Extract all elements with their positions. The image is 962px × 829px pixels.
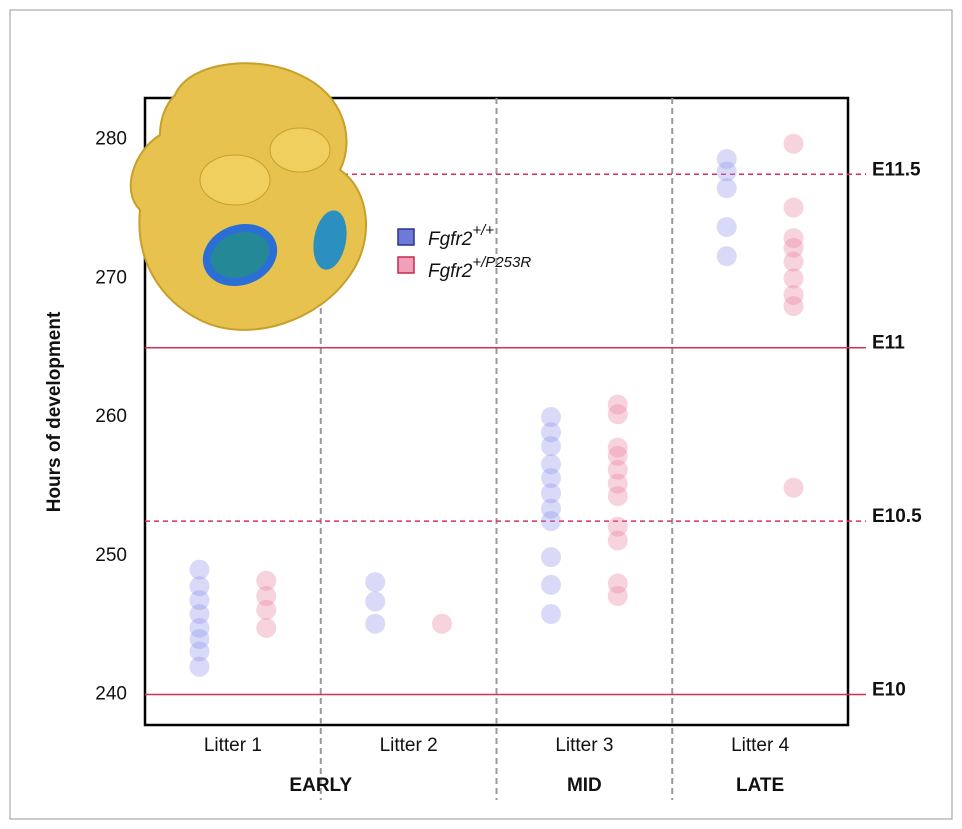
data-point (541, 511, 561, 531)
reference-label: E11 (872, 333, 905, 354)
y-tick-label: 280 (95, 129, 127, 150)
data-point (541, 575, 561, 595)
data-point (784, 198, 804, 218)
data-point (189, 657, 209, 677)
legend-name: Fgfr2 (428, 229, 473, 250)
y-axis-label: Hours of development (44, 311, 65, 512)
data-point (256, 600, 276, 620)
data-point (784, 296, 804, 316)
data-point (365, 614, 385, 634)
data-point (717, 217, 737, 237)
data-point (365, 592, 385, 612)
legend-swatch (398, 229, 414, 245)
x-tick-label: Litter 1 (204, 735, 262, 756)
legend: Fgfr2+/+ Fgfr2+/P253R (398, 222, 531, 282)
legend-entry: Fgfr2+/P253R (428, 254, 531, 282)
legend-swatch (398, 257, 414, 273)
x-tick-label: Litter 3 (555, 735, 613, 756)
data-point (784, 478, 804, 498)
data-point (608, 531, 628, 551)
data-point (608, 486, 628, 506)
reference-label: E11.5 (872, 159, 921, 180)
reference-label: E10.5 (872, 506, 922, 527)
legend-entry: Fgfr2+/+ (428, 222, 494, 250)
chart: Hours of development 240 250 260 270 280 E10 E… (0, 0, 962, 829)
data-point (717, 178, 737, 198)
legend-superscript: +/P253R (472, 254, 531, 271)
y-tick-label: 240 (95, 683, 127, 704)
legend-name: Fgfr2 (428, 261, 473, 282)
y-tick-label: 250 (95, 545, 127, 566)
group-label: MID (567, 775, 602, 796)
group-label: EARLY (289, 775, 352, 796)
reference-label: E10 (872, 679, 906, 700)
data-point (541, 436, 561, 456)
data-point (256, 618, 276, 638)
x-tick-label: Litter 4 (731, 735, 790, 756)
data-point (432, 614, 452, 634)
data-point (608, 586, 628, 606)
y-tick-label: 270 (95, 267, 127, 288)
frame (10, 10, 952, 819)
y-tick-label: 260 (95, 406, 127, 427)
x-tick-label: Litter 2 (380, 735, 438, 756)
data-point (717, 246, 737, 266)
data-point (784, 134, 804, 154)
data-point (541, 604, 561, 624)
data-point (365, 572, 385, 592)
data-point (608, 404, 628, 424)
embryo-illustration (131, 63, 366, 330)
legend-superscript: +/+ (472, 222, 494, 239)
group-label: LATE (736, 775, 784, 796)
data-point (541, 547, 561, 567)
